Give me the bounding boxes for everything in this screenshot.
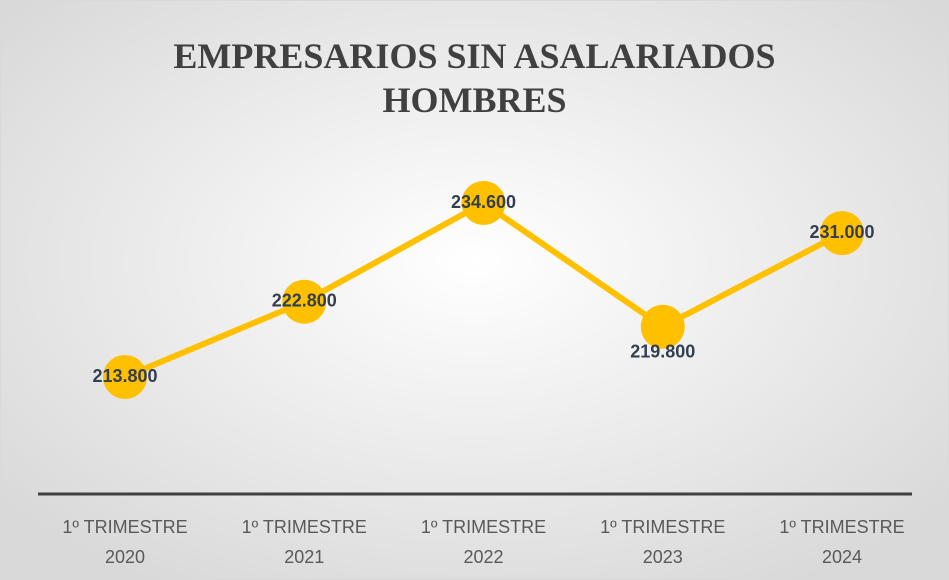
marker: [282, 279, 327, 324]
x-tick-label: 1º TRIMESTRE 2020: [62, 517, 187, 567]
x-tick-label: 1º TRIMESTRE 2021: [242, 517, 367, 567]
marker: [103, 355, 147, 399]
data-label: 219.800: [630, 342, 695, 362]
x-tick-label: 1º TRIMESTRE 2022: [421, 517, 546, 567]
data-label: 222.800: [272, 290, 337, 310]
marker: [640, 304, 685, 349]
marker: [461, 181, 506, 225]
x-tick-label: 1º TRIMESTRE 2023: [600, 517, 725, 567]
marker: [820, 211, 864, 256]
data-label: 234.600: [451, 192, 516, 212]
data-label: 231.000: [809, 222, 874, 242]
x-tick-label: 1º TRIMESTRE 2024: [779, 517, 904, 567]
data-label: 213.800: [92, 366, 157, 386]
chart-title: EMPRESARIOS SIN ASALARIADOS HOMBRES: [173, 36, 775, 120]
